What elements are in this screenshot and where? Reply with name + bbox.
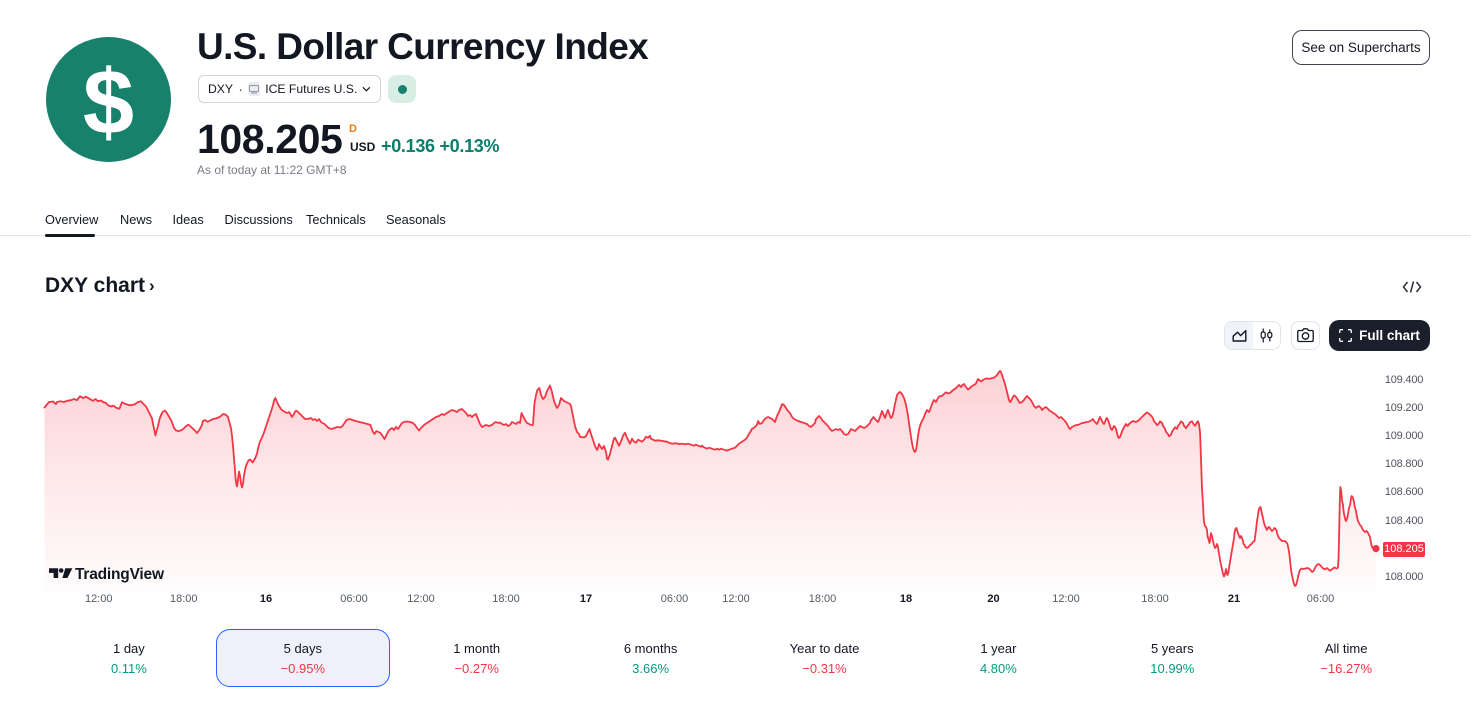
svg-text:TradingView: TradingView — [75, 567, 165, 583]
